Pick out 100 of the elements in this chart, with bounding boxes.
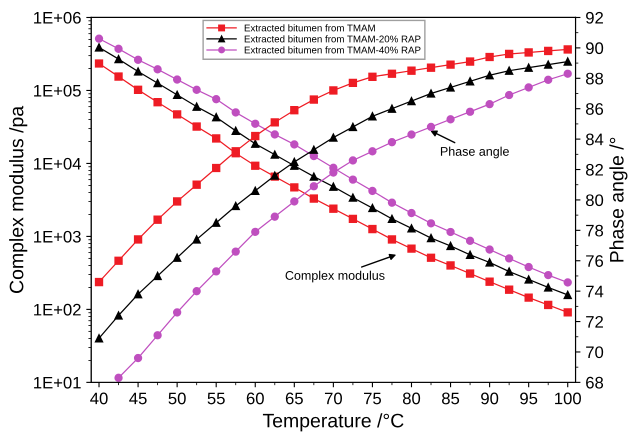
point: [192, 122, 201, 131]
point: [504, 254, 514, 263]
point: [466, 269, 474, 278]
point: [504, 286, 514, 294]
point: [524, 262, 533, 272]
x-tick-label: 55: [208, 392, 225, 404]
point: [544, 300, 552, 310]
y-tick-label: 1E+02: [34, 304, 81, 316]
point: [134, 67, 142, 76]
point: [388, 198, 396, 207]
point: [212, 134, 220, 143]
point: [388, 235, 396, 244]
x-tick-label: 70: [324, 392, 342, 404]
point: [329, 204, 338, 213]
annotation: Complex modulus: [286, 270, 385, 282]
x-tick-label: 65: [286, 392, 303, 404]
point: [251, 162, 260, 170]
point: [94, 34, 104, 43]
point: [153, 65, 162, 74]
legend-label: Extracted bitumen from TMAM: [244, 24, 375, 32]
point: [348, 214, 358, 224]
point: [446, 228, 455, 236]
y2-tick-label: 78: [586, 224, 604, 237]
point: [212, 113, 220, 122]
point: [172, 90, 182, 100]
point: [232, 108, 240, 117]
point: [485, 277, 494, 286]
point: [94, 59, 104, 68]
point: [192, 102, 201, 111]
y-tick-label: 1E+01: [34, 376, 81, 389]
point: [192, 86, 201, 94]
point: [114, 44, 123, 53]
y2-tick-label: 92: [586, 12, 603, 24]
point: [564, 308, 572, 317]
point: [446, 261, 455, 270]
point: [466, 250, 474, 259]
point: [212, 94, 220, 104]
x-tick-label: 60: [246, 392, 264, 404]
y2-tick-label: 80: [586, 194, 604, 206]
point: [426, 219, 436, 228]
point: [270, 130, 279, 139]
point: [564, 290, 572, 300]
point: [94, 43, 104, 52]
point: [310, 194, 318, 203]
y-tick-label: 1E+03: [34, 230, 81, 243]
x-tick-label: 100: [555, 392, 581, 404]
point: [251, 120, 260, 128]
point: [329, 182, 338, 191]
point: [134, 86, 142, 94]
y2-axis-title: Phase angle /°: [609, 138, 628, 262]
y2-tick-label: 84: [586, 134, 604, 146]
x-tick-label: 80: [402, 392, 420, 404]
point: [485, 245, 494, 254]
y2-tick-label: 90: [586, 42, 604, 54]
legend-label: Extracted bitumen from TMAM-20% RAP: [244, 35, 420, 42]
point: [153, 98, 162, 106]
point: [504, 267, 514, 276]
point: [153, 78, 162, 88]
point: [524, 275, 533, 284]
point: [172, 110, 182, 119]
point: [134, 56, 142, 64]
point: [485, 258, 494, 267]
y2-tick-label: 74: [586, 286, 604, 298]
y2-tick-label: 70: [586, 346, 604, 358]
point: [251, 140, 260, 148]
point: [446, 242, 455, 250]
point: [310, 172, 318, 181]
annotation: Phase angle: [440, 146, 509, 158]
y2-tick-label: 68: [586, 376, 604, 389]
point: [368, 204, 377, 212]
point: [544, 283, 552, 292]
legend-label: Extracted bitumen from TMAM-40% RAP: [244, 46, 420, 54]
point: [407, 208, 416, 218]
x-tick-label: 90: [481, 392, 498, 404]
x-tick-label: 95: [520, 392, 538, 404]
x-tick-label: 50: [168, 392, 186, 404]
point: [232, 126, 240, 135]
point: [368, 224, 377, 234]
y2-tick-label: 88: [586, 72, 604, 84]
point: [270, 150, 279, 159]
point: [407, 244, 416, 253]
point: [426, 254, 436, 262]
x-tick-label: 75: [364, 392, 381, 404]
point: [348, 193, 358, 202]
y-axis-title: Complex modulus /pa: [9, 106, 28, 293]
point: [564, 278, 572, 287]
point: [114, 54, 123, 64]
y-tick-label: 1E+06: [34, 12, 81, 24]
y-tick-label: 1E+05: [34, 84, 81, 97]
y2-tick-label: 82: [586, 164, 603, 176]
point: [544, 270, 552, 280]
x-tick-label: 40: [90, 392, 108, 404]
y-tick-label: 1E+04: [34, 158, 81, 170]
point: [368, 186, 377, 196]
point: [466, 236, 474, 245]
y2-tick-label: 86: [586, 103, 604, 115]
point: [388, 214, 396, 224]
x-tick-label: 45: [129, 392, 147, 404]
x-tick-label: 85: [442, 392, 460, 404]
point: [290, 140, 298, 149]
